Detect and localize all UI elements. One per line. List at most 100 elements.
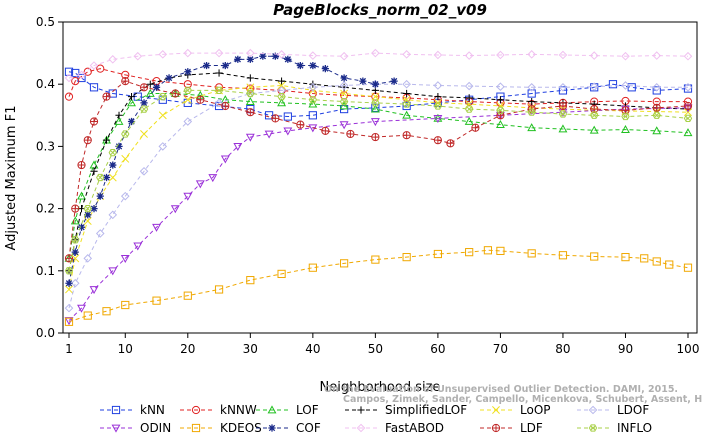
data-point [214,86,224,95]
data-point-cross [247,91,253,97]
data-point-cross [141,106,147,112]
x-tick-label: 60 [430,342,445,356]
legend-label: LOF [296,403,319,417]
data-point [102,136,111,144]
data-point [214,285,224,294]
data-point [527,50,536,59]
data-point-cross [403,131,411,139]
data-point-cross [102,93,111,101]
data-point [83,204,92,213]
data-point [308,83,318,92]
data-point-cross [622,114,628,120]
data-point [483,246,493,255]
data-point [221,61,229,70]
data-point [527,108,536,116]
series-line [68,72,689,271]
data-point [589,125,599,134]
data-point [340,89,349,98]
data-point-cross [279,94,285,100]
series-fastabod [64,48,693,83]
data-point [71,68,80,78]
data-point [683,114,693,123]
data-point [621,112,630,121]
data-point [371,48,380,58]
data-point-cross [84,136,92,144]
data-point [120,254,130,263]
data-point [245,96,255,105]
legend-item-ldof: LDOF [577,403,649,417]
data-point [356,423,366,433]
data-point [121,130,130,138]
series-line [68,68,688,105]
data-point [339,81,349,90]
data-point [268,424,276,432]
legend-label: LoOP [520,403,551,417]
data-point-cross [560,111,566,117]
y-tick-label: 0.2 [36,202,55,216]
data-point [309,61,317,70]
legend-label: ODIN [140,421,171,434]
legend-item-kdeos: KDEOS [180,421,262,434]
data-point-cross [110,150,116,156]
data-point [464,116,474,125]
y-tick-label: 0.3 [36,139,55,153]
data-point [77,304,86,313]
data-point [496,106,505,114]
data-point [127,98,136,107]
data-point [146,80,154,88]
data-point [96,173,105,182]
data-point [267,405,277,414]
data-point [527,89,536,98]
data-point [108,173,117,182]
data-point [652,83,662,92]
data-point [246,89,255,98]
data-point [246,55,254,63]
data-point [152,296,161,305]
x-tick-label: 90 [618,342,633,356]
data-point-cross [404,101,410,107]
data-point [264,130,274,139]
x-tick-label: 100 [677,342,700,356]
data-point [220,155,230,164]
legend-item-inflo: INFLO [577,421,652,434]
data-point-cross [321,127,329,135]
data-point [283,127,293,136]
y-axis-label: Adjusted Maximum F1 [4,106,19,251]
legend-label: kNN [140,403,165,417]
data-point [71,248,79,256]
data-point [158,111,167,120]
data-point [370,104,380,113]
data-point [496,82,505,91]
x-axis-label: Neighborhood size [320,380,441,395]
legend-label: FastABOD [385,421,444,434]
data-point [339,51,349,61]
data-point-cross [685,115,691,121]
data-point [558,83,568,92]
data-point [590,252,599,261]
data-point-cross [346,130,354,138]
legend-item-cof: COF [256,421,321,434]
data-point [433,115,443,124]
legend-item-knn: kNN [100,403,165,417]
data-point [65,279,73,287]
data-point [371,80,379,88]
data-point [64,303,74,313]
data-point [308,111,317,120]
data-point-cross [654,112,660,118]
data-point [108,210,118,220]
y-axis: 0.0 0.1 0.2 0.3 0.4 0.5 [36,15,63,340]
data-point [496,246,505,255]
legend-label: LDF [520,421,543,434]
data-point [64,92,74,101]
data-point-cross [121,77,129,85]
data-point [621,105,630,114]
data-point [102,307,111,316]
data-point [133,51,143,61]
data-point [402,253,411,262]
plot-frame [62,21,698,334]
data-point [339,121,349,130]
data-point [140,99,148,107]
data-point [208,174,218,183]
data-point-cross [196,96,204,104]
legend-label: COF [296,421,321,434]
